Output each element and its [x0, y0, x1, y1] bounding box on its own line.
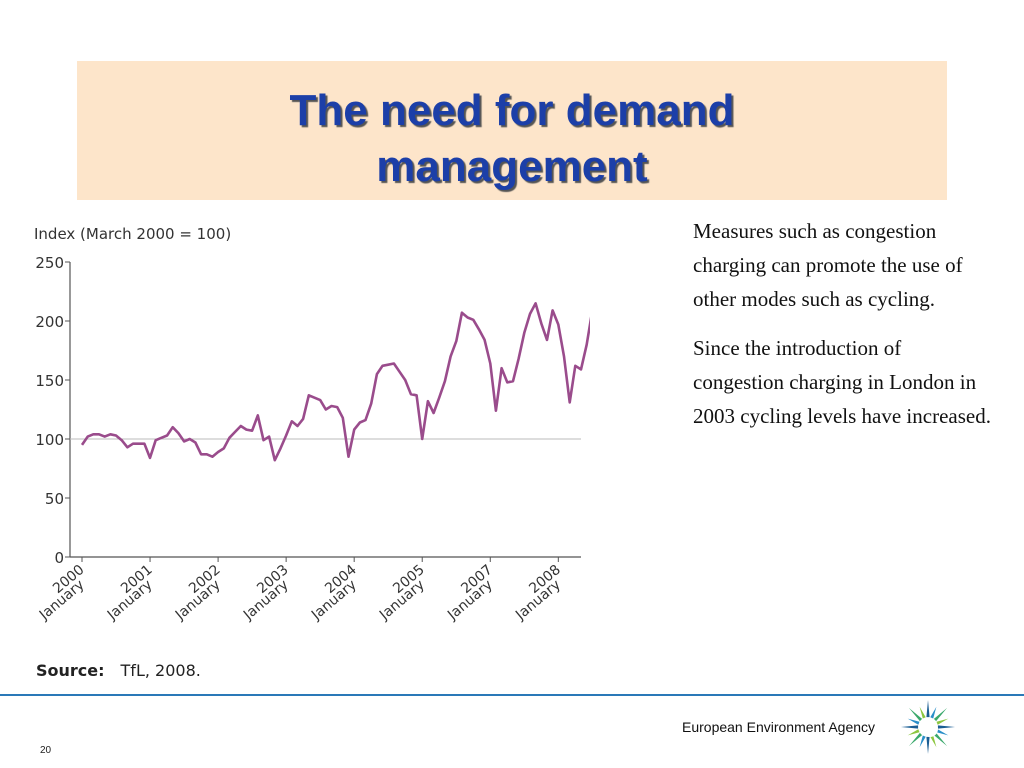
logo-ray [907, 729, 920, 736]
logo-ray [908, 707, 923, 722]
eea-logo-icon [901, 700, 955, 754]
logo-ray [926, 736, 930, 754]
cycling-index-chart: Index (March 2000 = 100)0501001502002502… [34, 225, 590, 624]
logo-ray [936, 729, 949, 736]
slide-title-line-1: The need for demand [289, 86, 735, 135]
y-tick-label: 250 [35, 254, 64, 272]
logo-ray [933, 732, 948, 747]
logo-ray [936, 718, 949, 725]
slide-title: The need for demand management [77, 83, 947, 195]
logo-ray [919, 735, 926, 748]
source-label: Source: [36, 661, 105, 680]
logo-ray [933, 707, 948, 722]
agency-name: European Environment Agency [682, 719, 876, 735]
slide-title-line-2: management [376, 142, 648, 191]
logo-ray [908, 732, 923, 747]
logo-ray [930, 735, 937, 748]
logo-ray [901, 725, 919, 729]
paragraph-1: Measures such as congestion charging can… [693, 219, 963, 311]
title-banner: The need for demand management [77, 61, 947, 200]
body-text: Measures such as congestion charging can… [693, 214, 993, 448]
logo-ray [926, 700, 930, 718]
y-tick-label: 50 [45, 490, 64, 508]
y-tick-label: 0 [54, 549, 64, 567]
y-tick-label: 200 [35, 313, 64, 331]
y-tick-label: 100 [35, 431, 64, 449]
logo-ray [937, 725, 955, 729]
y-tick-label: 150 [35, 372, 64, 390]
y-axis-label: Index (March 2000 = 100) [34, 225, 231, 243]
page-number: 20 [40, 745, 52, 756]
footer-divider [0, 694, 1024, 696]
logo-ray [930, 706, 937, 719]
chart-source: Source: TfL, 2008. [36, 661, 201, 680]
cycling-index-line [80, 302, 590, 462]
source-value: TfL, 2008. [120, 661, 201, 680]
logo-ray [907, 718, 920, 725]
paragraph-2: Since the introduction of congestion cha… [693, 336, 991, 428]
logo-ray [919, 706, 926, 719]
